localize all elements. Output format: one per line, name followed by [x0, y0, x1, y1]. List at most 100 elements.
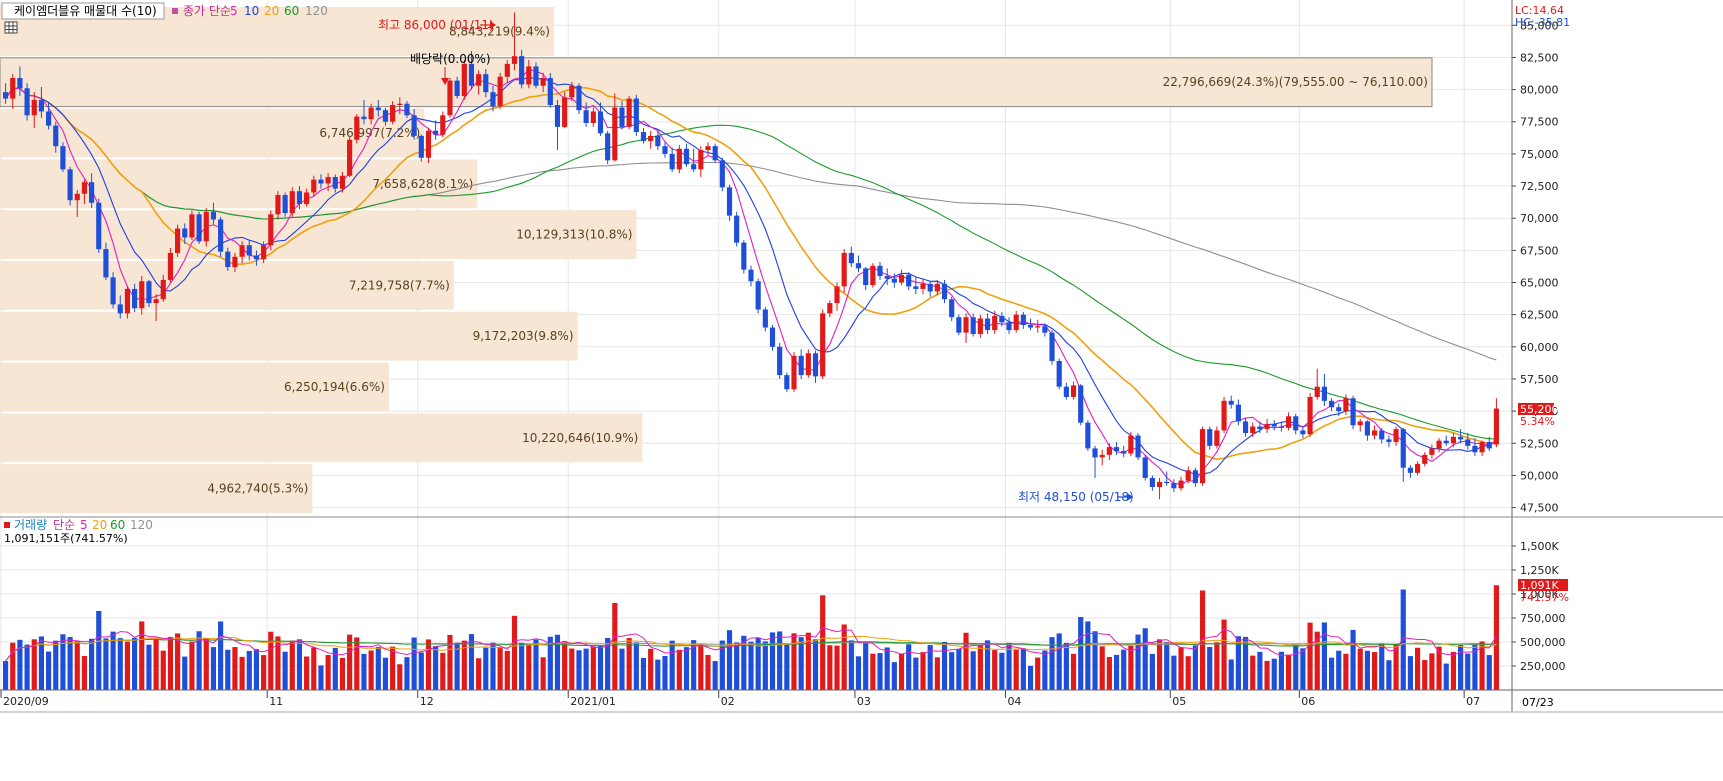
- volume-bar: [483, 647, 489, 690]
- volume-bar: [1149, 653, 1155, 690]
- candle-body: [741, 242, 747, 270]
- candle-body: [504, 63, 510, 77]
- candle-body: [261, 245, 267, 260]
- candle-body: [1278, 426, 1284, 428]
- candle-body: [956, 317, 962, 333]
- volume-bar: [554, 634, 561, 690]
- volume-bar: [734, 642, 740, 690]
- volume-bar: [1020, 648, 1026, 690]
- volume-bar: [468, 634, 475, 690]
- candle-body: [368, 107, 374, 120]
- volume-bar: [368, 650, 374, 690]
- volume-bar: [139, 621, 145, 690]
- table-toggle-icon[interactable]: [4, 21, 18, 34]
- volume-bar: [1135, 634, 1141, 690]
- volume-bar: [1063, 642, 1069, 690]
- candle-body: [855, 263, 862, 269]
- volume-bar: [1400, 589, 1406, 690]
- volume-bar: [282, 651, 288, 690]
- candle-body: [1135, 435, 1141, 458]
- volume-bar: [1128, 645, 1134, 690]
- volume-bar: [182, 656, 188, 690]
- ma10-line: [5, 76, 1497, 476]
- volume-bar: [719, 640, 725, 690]
- candle-body: [139, 281, 145, 309]
- candle-body: [339, 175, 346, 189]
- candle-body: [3, 92, 9, 99]
- candle-body: [304, 192, 310, 205]
- volume-tick-label: 500,000: [1520, 636, 1566, 649]
- candle-body: [468, 63, 475, 86]
- volume-bar: [38, 636, 45, 690]
- price-tick-label: 80,000: [1520, 84, 1559, 97]
- volume-bar: [748, 641, 754, 690]
- candle-body: [526, 66, 532, 85]
- current-price: 55,200: [1520, 403, 1559, 416]
- volume-bar: [89, 638, 95, 690]
- volume-bar: [425, 639, 432, 690]
- volume-bar: [1293, 644, 1299, 690]
- ma5-legend: 5: [230, 4, 238, 18]
- volume-bar: [253, 649, 260, 690]
- time-tick-label: 12: [420, 695, 434, 708]
- volume-bar: [597, 645, 604, 690]
- volume-bar: [103, 638, 109, 690]
- candle-body: [648, 135, 654, 142]
- candle-body: [1264, 423, 1270, 430]
- volume-bar: [970, 651, 976, 690]
- volume-bar: [827, 645, 833, 690]
- volume-bar: [1422, 660, 1428, 690]
- candle-body: [1457, 436, 1464, 440]
- price-tick-label: 60,000: [1520, 341, 1559, 354]
- volume-bar: [1113, 654, 1120, 690]
- volume-bar: [1493, 585, 1499, 690]
- price-tick-label: 82,500: [1520, 51, 1559, 64]
- volume-bar: [1450, 651, 1456, 690]
- candle-body: [898, 274, 905, 283]
- volume-bar: [526, 644, 532, 690]
- volume-bar: [913, 657, 919, 690]
- candle-body: [805, 353, 811, 376]
- volume-bar: [633, 642, 639, 690]
- volume-bar: [1350, 629, 1356, 690]
- candle-body: [1214, 430, 1220, 446]
- volume-bar: [167, 636, 174, 690]
- volume-bar: [1228, 659, 1234, 690]
- candle-body: [1472, 445, 1478, 453]
- candle-body: [1271, 423, 1277, 427]
- candle-body: [1293, 416, 1299, 431]
- candle-body: [1121, 450, 1127, 454]
- time-tick-label: 2020/09: [3, 695, 49, 708]
- current-volume-pct: 741.57%: [1520, 591, 1569, 604]
- price-tick-label: 75,000: [1520, 148, 1559, 161]
- candle-body: [1336, 407, 1342, 412]
- candle-body: [53, 125, 59, 147]
- price-tick-label: 62,500: [1520, 309, 1559, 322]
- candle-body: [167, 252, 174, 280]
- candle-body: [390, 105, 396, 122]
- volume-bar: [576, 650, 582, 690]
- candle-body: [411, 115, 417, 136]
- volume-profile-band: [0, 108, 425, 158]
- volume-bar: [1171, 655, 1177, 690]
- volume-bar: [590, 646, 596, 690]
- volume-bar: [1049, 637, 1055, 690]
- volume-bar: [1235, 636, 1241, 690]
- volume-bar: [1479, 641, 1485, 690]
- candle-body: [1465, 439, 1471, 446]
- volume-bar: [1078, 617, 1084, 690]
- volume-bar: [612, 602, 618, 690]
- volume-bar: [1099, 646, 1105, 690]
- candle-body: [1371, 430, 1378, 436]
- volume-bar: [461, 640, 467, 690]
- candle-body: [1314, 386, 1320, 397]
- candle-body: [189, 214, 195, 238]
- volume-bar: [877, 653, 883, 690]
- candle-body: [182, 228, 188, 238]
- volume-bar: [834, 645, 840, 690]
- candle-body: [1056, 360, 1062, 387]
- candle-body: [325, 177, 331, 184]
- volume-bar: [1307, 622, 1313, 690]
- candle-body: [511, 56, 518, 64]
